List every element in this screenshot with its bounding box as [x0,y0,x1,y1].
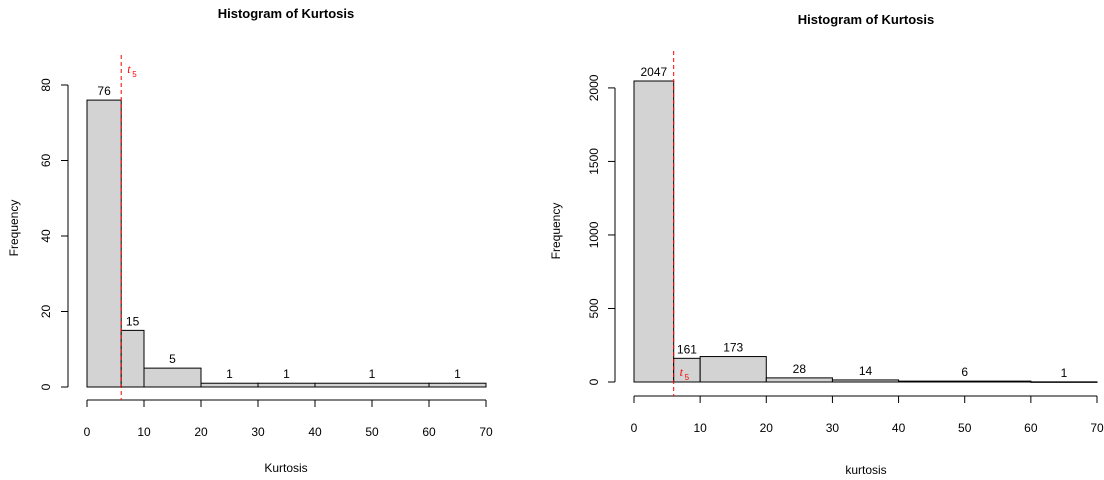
histogram-bar [257,382,316,388]
x-tick-label: 40 [308,425,322,439]
left-x-axis-label: Kurtosis [264,461,307,475]
bar-count-label: 5 [169,352,176,366]
bar-count-label: 2047 [640,65,667,79]
y-tick-label: 2000 [587,74,601,101]
histogram-bar [314,382,430,388]
left-bars [86,99,487,388]
x-tick-label: 50 [365,425,379,439]
bar-count-label: 161 [677,342,697,356]
left-bar-labels: 76 15 5 1 1 1 1 [97,84,461,381]
y-tick-label: 20 [39,305,53,319]
histogram-bar [831,379,900,383]
reference-line-label: t [680,365,684,379]
bar-count-label: 1 [283,367,290,381]
bar-count-label: 173 [723,341,743,355]
bar-count-label: 76 [97,84,111,98]
y-tick-label: 0 [39,383,53,390]
y-tick-label: 40 [39,229,53,243]
histogram-bar [1030,381,1098,383]
bar-count-label: 28 [793,362,807,376]
y-tick-label: 60 [39,154,53,168]
right-y-axis-label: Frequency [549,203,563,260]
y-tick-label: 1500 [587,148,601,175]
histogram-bar [765,377,833,383]
bar-count-label: 6 [961,365,968,379]
histogram-bar [898,380,1032,383]
right-histogram: Histogram of Kurtosis kurtosis Frequency… [549,12,1104,477]
right-bar-labels: 2047 161 173 28 14 6 1 [640,65,1067,380]
bar-count-label: 1 [369,367,376,381]
histogram-bar [200,382,259,388]
bar-count-label: 1 [226,367,233,381]
y-tick-label: 80 [39,78,53,92]
left-chart-title: Histogram of Kurtosis [218,6,355,21]
left-axes: 0 10 20 30 40 50 60 70 0 20 40 60 80 [39,78,493,439]
x-tick-label: 60 [422,425,436,439]
x-tick-label: 20 [194,425,208,439]
histogram-bar [120,329,145,388]
y-tick-label: 0 [587,378,601,385]
histogram-bar [86,99,122,388]
histogram-bar [699,356,767,383]
x-tick-label: 0 [631,421,638,435]
x-tick-label: 30 [826,421,840,435]
y-tick-label: 1000 [587,221,601,248]
right-bars [633,80,1098,383]
right-axes: 0 10 20 30 40 50 60 70 0 500 1000 1500 2000 [587,74,1104,435]
reference-line-label: t [127,62,131,76]
reference-line-label-subscript: 5 [132,70,137,79]
x-tick-label: 10 [693,421,707,435]
histogram-bar [633,80,675,383]
x-tick-label: 60 [1024,421,1038,435]
bar-count-label: 1 [1061,366,1068,380]
x-tick-label: 20 [760,421,774,435]
left-y-axis-label: Frequency [7,200,21,257]
histogram-bar [143,367,202,388]
x-tick-label: 10 [137,425,151,439]
x-tick-label: 40 [892,421,906,435]
histogram-bar [428,382,487,388]
reference-line-label-subscript: 5 [685,373,690,382]
x-tick-label: 70 [1090,421,1104,435]
bar-count-label: 15 [126,314,140,328]
x-tick-label: 0 [84,425,91,439]
right-x-axis-label: kurtosis [845,463,886,477]
x-tick-label: 70 [479,425,493,439]
bar-count-label: 1 [454,367,461,381]
bar-count-label: 14 [859,364,873,378]
x-tick-label: 50 [958,421,972,435]
right-chart-title: Histogram of Kurtosis [798,12,935,27]
y-tick-label: 500 [587,298,601,318]
left-histogram: Histogram of Kurtosis Kurtosis Frequency… [7,6,493,475]
x-tick-label: 30 [251,425,265,439]
